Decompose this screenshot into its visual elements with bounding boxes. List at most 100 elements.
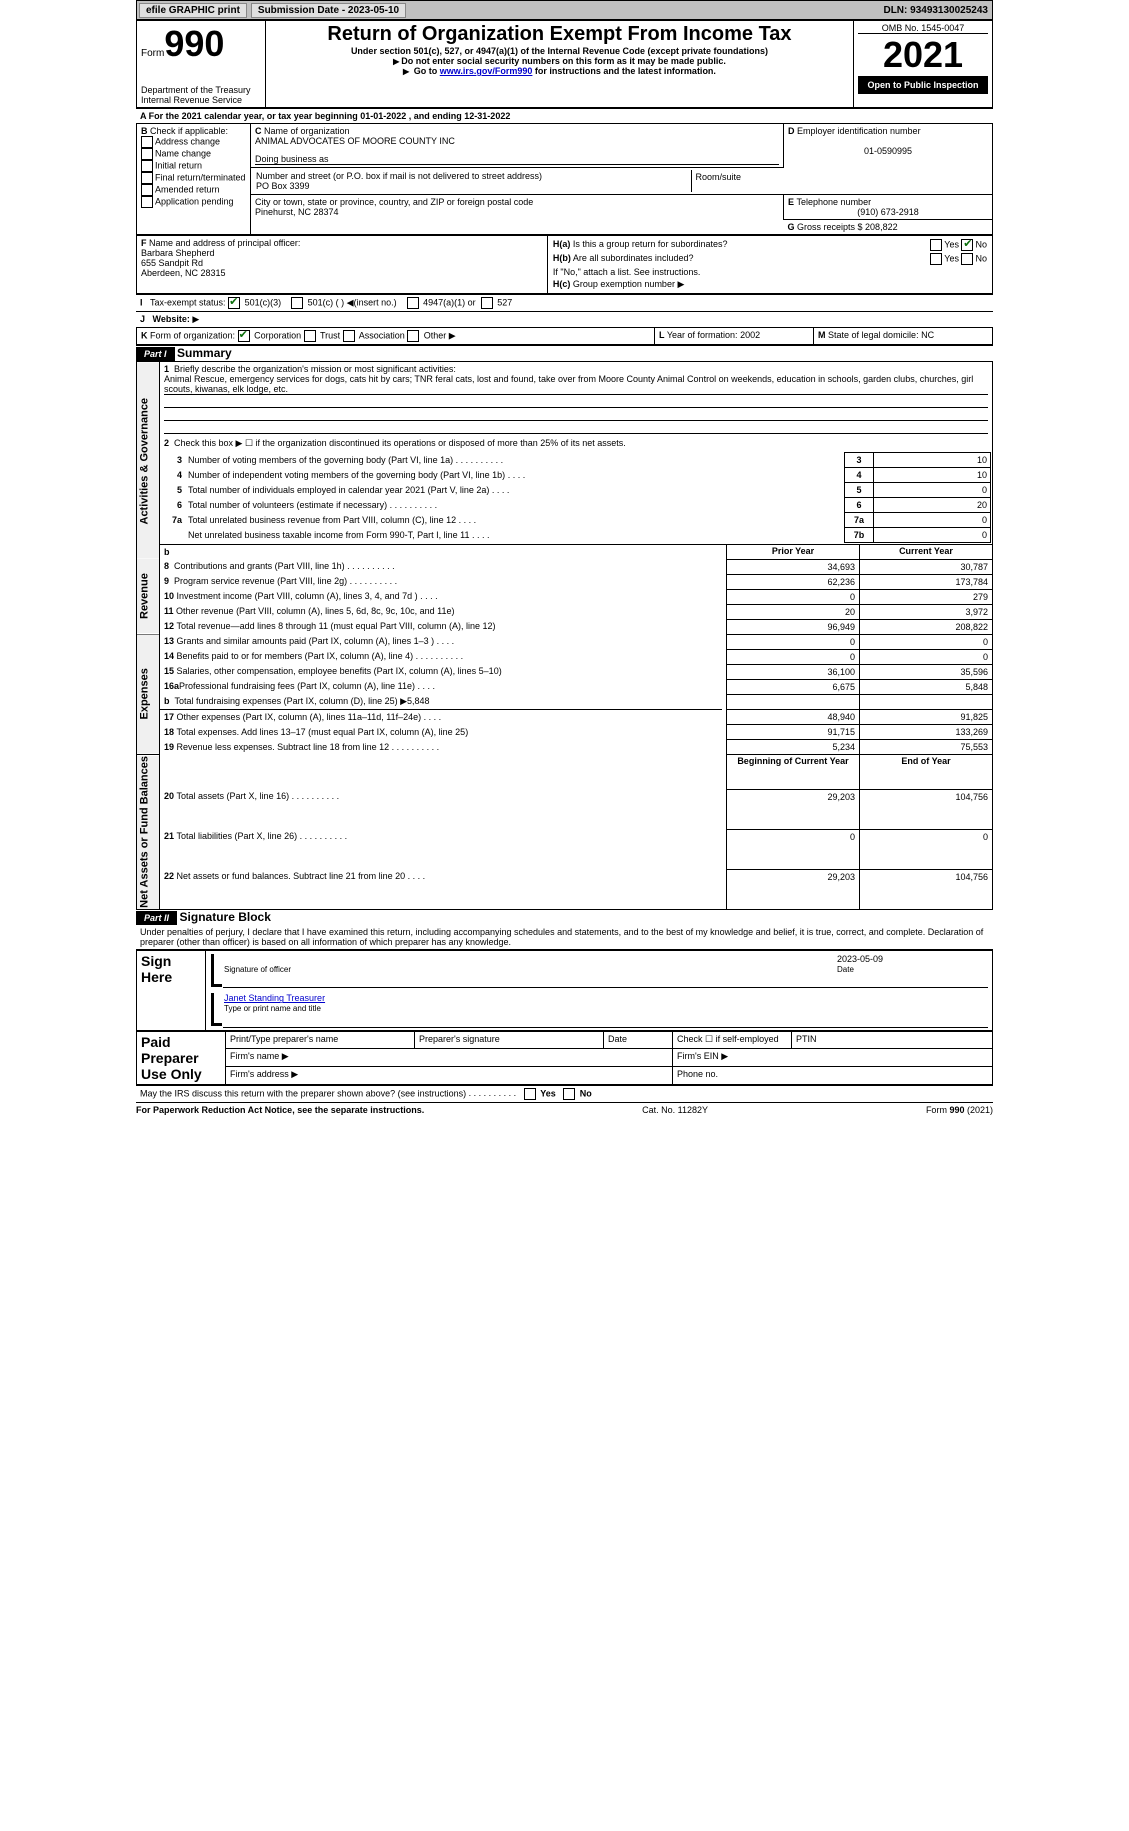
phone-value: (910) 673-2918 [788, 207, 988, 217]
efile-button[interactable]: efile GRAPHIC print [139, 3, 247, 18]
officer-group-block: F Name and address of principal officer:… [136, 235, 993, 294]
sign-here-label: Sign Here [137, 950, 206, 1030]
street-label: Number and street (or P.O. box if mail i… [256, 171, 542, 181]
chk-name-change[interactable]: Name change [141, 148, 246, 160]
street-value: PO Box 3399 [256, 181, 310, 191]
firm-ein-label: Firm's EIN ▶ [673, 1049, 993, 1067]
chk-4947[interactable] [407, 297, 419, 309]
org-name: ANIMAL ADVOCATES OF MOORE COUNTY INC [255, 136, 455, 146]
omb-number: OMB No. 1545-0047 [858, 23, 988, 34]
hb-no[interactable] [961, 253, 973, 265]
chk-501c3[interactable] [228, 297, 240, 309]
g-label: Gross receipts $ [797, 222, 865, 232]
line-i: I Tax-exempt status: 501(c)(3) 501(c) ( … [136, 294, 993, 311]
ha-yes[interactable] [930, 239, 942, 251]
perjury-declaration: Under penalties of perjury, I declare th… [136, 925, 993, 950]
form-number: 990 [164, 23, 224, 64]
b-label: Check if applicable: [150, 126, 228, 136]
side-netassets: Net Assets or Fund Balances [137, 755, 160, 910]
dept-treasury: Department of the Treasury [141, 85, 261, 95]
year-formation: 2002 [740, 330, 760, 340]
prep-name-label: Print/Type preparer's name [226, 1031, 415, 1049]
form-header: Form990 Department of the Treasury Inter… [136, 20, 993, 108]
e-label: Telephone number [797, 197, 872, 207]
chk-final-return[interactable]: Final return/terminated [141, 172, 246, 184]
line1-label: Briefly describe the organization's miss… [174, 364, 456, 374]
chk-address-change[interactable]: Address change [141, 136, 246, 148]
gross-receipts: 208,822 [865, 222, 898, 232]
ha-no[interactable] [961, 239, 973, 251]
col-curr: Current Year [860, 545, 993, 560]
discuss-yes[interactable] [524, 1088, 536, 1100]
chk-initial-return[interactable]: Initial return [141, 160, 246, 172]
prep-sig-label: Preparer's signature [415, 1031, 604, 1049]
d-label: Employer identification number [797, 126, 921, 136]
chk-corp[interactable] [238, 330, 250, 342]
side-expenses: Expenses [137, 634, 160, 755]
irs-link[interactable]: www.irs.gov/Form990 [440, 66, 533, 76]
open-inspection: Open to Public Inspection [858, 76, 988, 94]
footer-mid: Cat. No. 11282Y [642, 1105, 708, 1115]
paid-preparer-block: Paid Preparer Use Only Print/Type prepar… [136, 1031, 993, 1085]
chk-527[interactable] [481, 297, 493, 309]
col-boy: Beginning of Current Year [727, 755, 860, 790]
f-label: Name and address of principal officer: [149, 238, 300, 248]
officer-name: Barbara Shepherd [141, 248, 215, 258]
signature-block: Sign Here Signature of officer 2023-05-0… [136, 950, 993, 1031]
sig-officer-label: Signature of officer [224, 965, 291, 974]
part2-header: Part II Signature Block [136, 910, 993, 925]
line-klm: K Form of organization: Corporation Trus… [136, 327, 993, 345]
ha-label: Is this a group return for subordinates? [573, 239, 728, 249]
paid-preparer-label: Paid Preparer Use Only [137, 1031, 226, 1084]
chk-application-pending[interactable]: Application pending [141, 196, 246, 208]
chk-501c[interactable] [291, 297, 303, 309]
top-bar: efile GRAPHIC print Submission Date - 20… [136, 0, 993, 20]
officer-addr1: 655 Sandpit Rd [141, 258, 203, 268]
submission-date-button[interactable]: Submission Date - 2023-05-10 [251, 3, 406, 18]
hb-label: Are all subordinates included? [573, 253, 694, 263]
side-revenue: Revenue [137, 559, 160, 634]
chk-assoc[interactable] [343, 330, 355, 342]
discuss-no[interactable] [563, 1088, 575, 1100]
hb-yes[interactable] [930, 253, 942, 265]
tax-year: 2021 [858, 34, 988, 76]
governance-rows: 3Number of voting members of the governi… [161, 452, 991, 543]
org-info-block: B Check if applicable: Address change Na… [136, 123, 993, 235]
phone-label: Phone no. [673, 1067, 993, 1085]
chk-trust[interactable] [304, 330, 316, 342]
officer-addr2: Aberdeen, NC 28315 [141, 268, 226, 278]
line2-text: Check this box ▶ ☐ if the organization d… [174, 438, 626, 448]
page-footer: For Paperwork Reduction Act Notice, see … [136, 1102, 993, 1117]
state-domicile: NC [921, 330, 934, 340]
date-label: Date [837, 965, 854, 974]
subhead-3: Go to www.irs.gov/Form990 for instructio… [270, 66, 849, 76]
ptin-label: PTIN [792, 1031, 993, 1049]
hc-label: Group exemption number [573, 279, 675, 289]
dln-label: DLN: 93493130025243 [883, 5, 988, 16]
footer-left: For Paperwork Reduction Act Notice, see … [136, 1105, 424, 1115]
line-a: A For the 2021 calendar year, or tax yea… [136, 108, 993, 123]
sig-date: 2023-05-09 [837, 954, 883, 964]
line-j: J Website: ▶ [136, 311, 993, 327]
subhead-2: Do not enter social security numbers on … [270, 56, 849, 66]
chk-other[interactable] [407, 330, 419, 342]
city-label: City or town, state or province, country… [255, 197, 533, 207]
irs-label: Internal Revenue Service [141, 95, 261, 105]
prep-date-label: Date [604, 1031, 673, 1049]
footer-right: Form 990 (2021) [926, 1105, 993, 1115]
c-name-label: Name of organization [264, 126, 350, 136]
col-eoy: End of Year [860, 755, 993, 790]
officer-name-title[interactable]: Janet Standing Treasurer [224, 993, 325, 1003]
col-prior: Prior Year [727, 545, 860, 560]
form-word: Form990 [141, 48, 224, 59]
may-irs-discuss: May the IRS discuss this return with the… [136, 1085, 993, 1102]
part1-header: Part I Summary [136, 345, 993, 361]
room-label: Room/suite [696, 172, 742, 182]
firm-addr-label: Firm's address ▶ [226, 1067, 673, 1085]
city-value: Pinehurst, NC 28374 [255, 207, 339, 217]
chk-amended-return[interactable]: Amended return [141, 184, 246, 196]
firm-name-label: Firm's name ▶ [226, 1049, 673, 1067]
form-title: Return of Organization Exempt From Incom… [270, 23, 849, 46]
mission-text: Animal Rescue, emergency services for do… [164, 374, 988, 395]
dba-label: Doing business as [255, 154, 779, 165]
